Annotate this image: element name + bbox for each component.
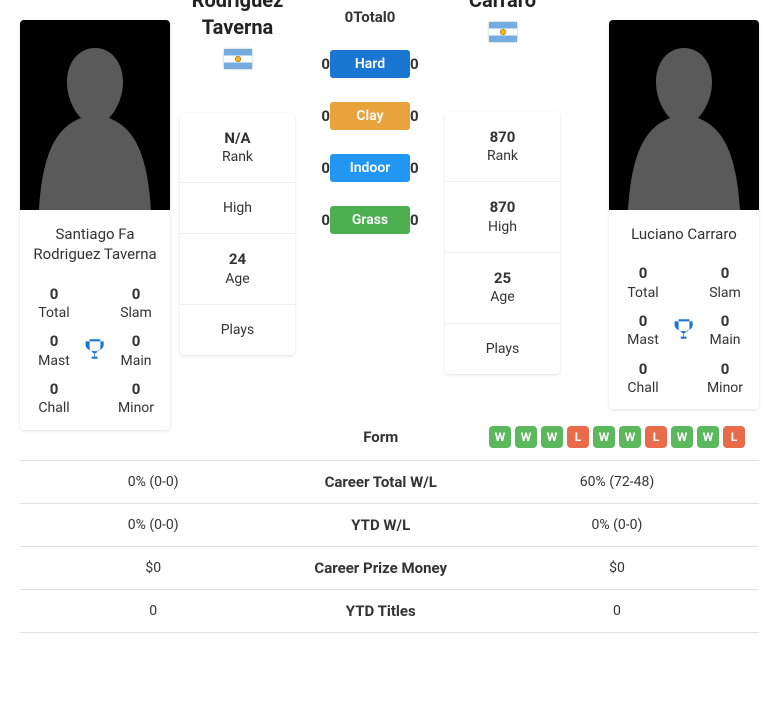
player1-card: Santiago Fa Rodriguez Taverna 0Total 0Sl… (20, 20, 170, 430)
h2h-label-clay: Clay (330, 102, 410, 130)
loss-badge: L (723, 426, 745, 448)
h2h-p2-value: 0 (410, 159, 419, 177)
player2-silhouette (609, 20, 759, 210)
row-p1-value: 0 (20, 589, 286, 632)
row-label: Career Total W/L (286, 460, 475, 503)
h2h-row-hard: 0Hard0 (321, 50, 418, 78)
h2h-label-total: Total (353, 8, 387, 26)
h2h-label-hard: Hard (330, 50, 410, 78)
argentina-flag-icon (489, 22, 517, 42)
loss-badge: L (567, 426, 589, 448)
h2h-label-indoor: Indoor (330, 154, 410, 182)
h2h-p1-value: 0 (345, 8, 354, 26)
win-badge: W (489, 426, 511, 448)
p2-plays: Plays (445, 324, 560, 374)
h2h-column: 0Total00Hard00Clay00Indoor00Grass0 (305, 0, 435, 258)
player1-silhouette (20, 20, 170, 210)
p2-header-name: Luciano Carraro (467, 0, 538, 14)
p1-slam: 0Slam (108, 285, 164, 323)
win-badge: W (541, 426, 563, 448)
table-row: 0% (0-0)YTD W/L0% (0-0) (20, 503, 759, 546)
p1-rank: N/ARank (180, 113, 295, 184)
h2h-label-grass: Grass (330, 206, 410, 234)
row-p1-value: 0% (0-0) (20, 503, 286, 546)
h2h-row-indoor: 0Indoor0 (321, 154, 418, 182)
win-badge: W (671, 426, 693, 448)
p2-main: 0Main (697, 312, 753, 350)
win-badge: W (593, 426, 615, 448)
p1-plays: Plays (180, 305, 295, 355)
p2-name-stats-col: Luciano Carraro 870Rank 870High 25Age Pl… (445, 0, 560, 374)
row-label: YTD W/L (286, 503, 475, 546)
p1-minor: 0Minor (108, 380, 164, 418)
p1-total: 0Total (26, 285, 82, 323)
row-p2-value: 0% (0-0) (475, 503, 759, 546)
h2h-row-clay: 0Clay0 (321, 102, 418, 130)
row-label: YTD Titles (286, 589, 475, 632)
win-badge: W (515, 426, 537, 448)
h2h-p1-value: 0 (321, 55, 330, 73)
p1-name-stats-col: Santiago Fa Rodriguez Taverna N/ARank Hi… (180, 0, 295, 355)
p2-slam: 0Slam (697, 264, 753, 302)
row-p2-value: $0 (475, 546, 759, 589)
h2h-row-grass: 0Grass0 (321, 206, 418, 234)
p2-stats-card: 870Rank 870High 25Age Plays (445, 112, 560, 374)
p2-chall: 0Chall (615, 360, 671, 398)
h2h-p2-value: 0 (387, 8, 396, 26)
player1-name: Santiago Fa Rodriguez Taverna (20, 210, 170, 279)
win-badge: W (697, 426, 719, 448)
h2h-p2-value: 0 (410, 107, 419, 125)
h2h-p2-value: 0 (410, 211, 419, 229)
player2-card: Luciano Carraro 0Total 0Slam 0Mast 0Main… (609, 20, 759, 409)
row-label: Career Prize Money (286, 546, 475, 589)
p1-chall: 0Chall (26, 380, 82, 418)
p2-rank: 870Rank (445, 112, 560, 183)
p2-high: 870High (445, 182, 560, 253)
h2h-p1-value: 0 (321, 159, 330, 177)
p1-header-name: Santiago Fa Rodriguez Taverna (184, 0, 290, 41)
row-p1-value: $0 (20, 546, 286, 589)
comparison-table: FormWWWLWWLWWL0% (0-0)Career Total W/L60… (20, 414, 759, 633)
h2h-p1-value: 0 (321, 107, 330, 125)
p2-mast: 0Mast (615, 312, 671, 350)
player2-titles: 0Total 0Slam 0Mast 0Main 0Chall 0Minor (609, 258, 759, 409)
table-row: 0% (0-0)Career Total W/L60% (72-48) (20, 460, 759, 503)
table-row: $0Career Prize Money$0 (20, 546, 759, 589)
argentina-flag-icon (224, 49, 252, 69)
row-p1-value: 0% (0-0) (20, 460, 286, 503)
form-badges: WWWLWWLWWL (489, 426, 745, 448)
player2-name: Luciano Carraro (609, 210, 759, 258)
h2h-p1-value: 0 (321, 211, 330, 229)
p2-age: 25Age (445, 253, 560, 324)
row-p2-value: 0 (475, 589, 759, 632)
p1-main: 0Main (108, 332, 164, 370)
h2h-row-total: 0Total0 (345, 8, 396, 26)
row-label: Form (286, 414, 475, 461)
win-badge: W (619, 426, 641, 448)
p1-stats-card: N/ARank High 24Age Plays (180, 113, 295, 356)
row-p2-value: WWWLWWLWWL (475, 414, 759, 461)
h2h-p2-value: 0 (410, 55, 419, 73)
p2-minor: 0Minor (697, 360, 753, 398)
p1-mast: 0Mast (26, 332, 82, 370)
p1-header-name-block: Santiago Fa Rodriguez Taverna (184, 0, 290, 73)
p1-high: High (180, 183, 295, 234)
row-p2-value: 60% (72-48) (475, 460, 759, 503)
trophy-icon (671, 316, 697, 346)
player1-titles: 0Total 0Slam 0Mast 0Main 0Chall 0Minor (20, 279, 170, 430)
p1-age: 24Age (180, 234, 295, 305)
p2-header-name-block: Luciano Carraro (467, 0, 538, 46)
table-row: 0YTD Titles0 (20, 589, 759, 632)
loss-badge: L (645, 426, 667, 448)
p2-total: 0Total (615, 264, 671, 302)
trophy-icon (82, 336, 108, 366)
